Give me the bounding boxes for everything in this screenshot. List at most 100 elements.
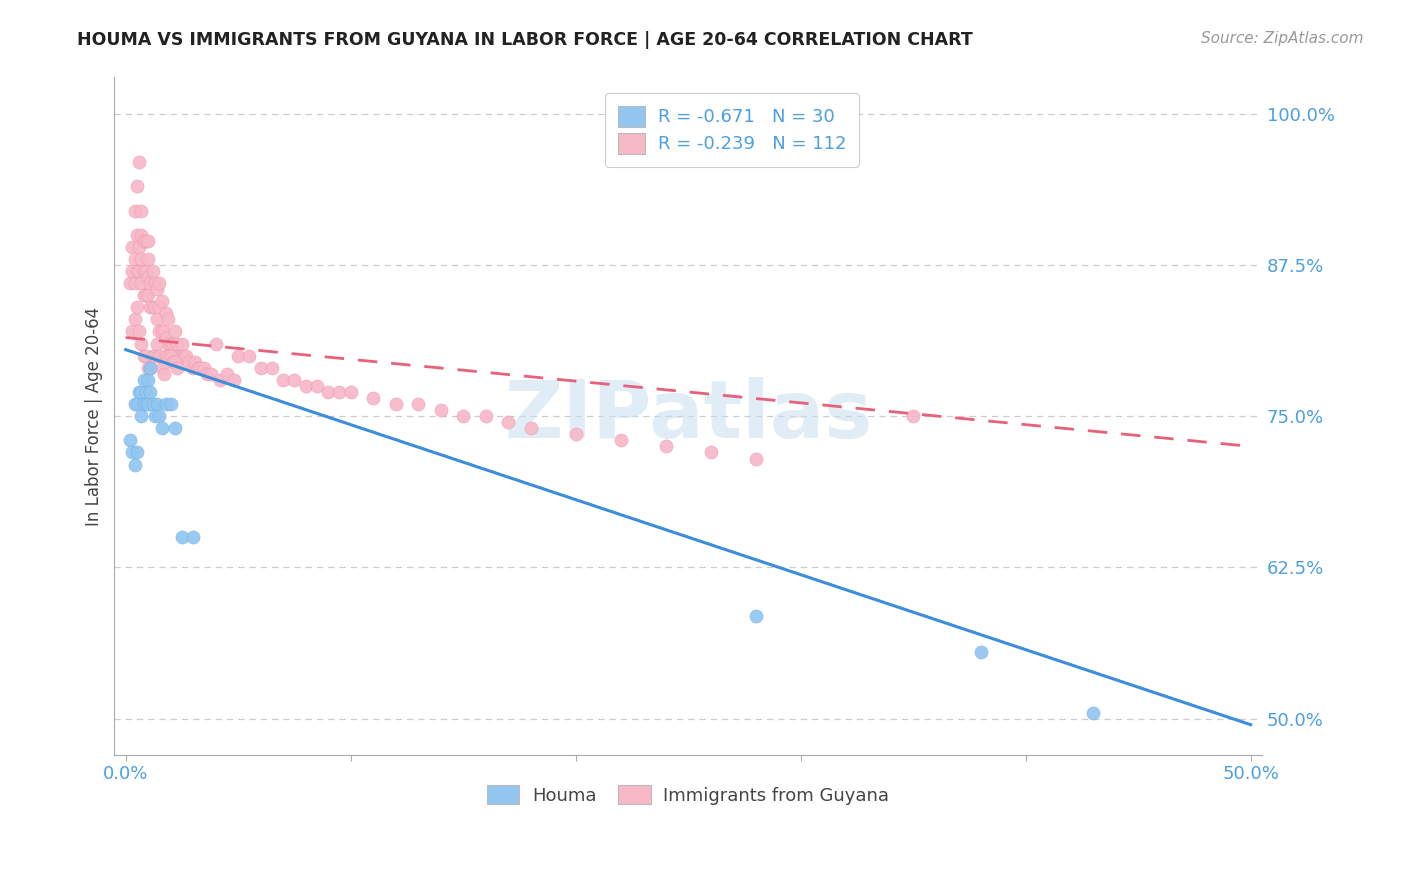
Point <box>132 373 155 387</box>
Point <box>222 373 245 387</box>
Point <box>162 355 184 369</box>
Point <box>121 240 143 254</box>
Point <box>131 336 153 351</box>
Point <box>474 409 496 424</box>
Point <box>238 349 260 363</box>
Point <box>215 367 238 381</box>
Point <box>177 355 200 369</box>
Point <box>142 397 165 411</box>
Point <box>139 360 162 375</box>
Point <box>260 360 283 375</box>
Point <box>121 325 143 339</box>
Point <box>429 403 451 417</box>
Point <box>169 349 191 363</box>
Point <box>294 379 316 393</box>
Point <box>142 264 165 278</box>
Point <box>283 373 305 387</box>
Point <box>124 397 146 411</box>
Point <box>165 325 187 339</box>
Point <box>135 397 157 411</box>
Point <box>131 227 153 242</box>
Point <box>125 300 148 314</box>
Text: ZIPatlas: ZIPatlas <box>503 377 872 455</box>
Point <box>155 349 177 363</box>
Point <box>155 397 177 411</box>
Point <box>150 294 173 309</box>
Point <box>159 397 181 411</box>
Point <box>128 155 150 169</box>
Point <box>131 409 153 424</box>
Point <box>128 264 150 278</box>
Point <box>125 264 148 278</box>
Point <box>131 276 153 290</box>
Point <box>744 608 766 623</box>
Point <box>136 397 159 411</box>
Point <box>969 645 991 659</box>
Point <box>159 336 181 351</box>
Point <box>699 445 721 459</box>
Point <box>157 349 180 363</box>
Point <box>135 288 157 302</box>
Point <box>120 434 142 448</box>
Point <box>195 367 218 381</box>
Point <box>173 349 195 363</box>
Point <box>150 421 173 435</box>
Point <box>184 355 207 369</box>
Point <box>132 234 155 248</box>
Point <box>305 379 328 393</box>
Point <box>204 336 226 351</box>
Point <box>271 373 294 387</box>
Point <box>146 336 169 351</box>
Point <box>124 252 146 266</box>
Point <box>339 384 361 399</box>
Point <box>165 355 187 369</box>
Point <box>165 349 187 363</box>
Point <box>135 234 157 248</box>
Point <box>146 312 169 326</box>
Point <box>157 312 180 326</box>
Point <box>121 264 143 278</box>
Point <box>406 397 429 411</box>
Point <box>496 415 519 429</box>
Point <box>155 306 177 320</box>
Point <box>143 349 166 363</box>
Point <box>132 349 155 363</box>
Point <box>132 397 155 411</box>
Point <box>181 360 204 375</box>
Point <box>148 300 170 314</box>
Point <box>131 252 153 266</box>
Point <box>135 349 157 363</box>
Point <box>176 349 198 363</box>
Point <box>136 373 159 387</box>
Point <box>146 397 169 411</box>
Point <box>166 360 188 375</box>
Legend: Houma, Immigrants from Guyana: Houma, Immigrants from Guyana <box>478 776 898 814</box>
Point <box>136 360 159 375</box>
Point <box>1081 706 1104 720</box>
Point <box>328 384 350 399</box>
Point <box>132 288 155 302</box>
Point <box>131 384 153 399</box>
Point <box>162 336 184 351</box>
Point <box>654 439 676 453</box>
Point <box>384 397 406 411</box>
Point <box>744 451 766 466</box>
Y-axis label: In Labor Force | Age 20-64: In Labor Force | Age 20-64 <box>86 307 103 525</box>
Point <box>170 336 193 351</box>
Point <box>142 300 165 314</box>
Point <box>139 384 162 399</box>
Point <box>136 234 159 248</box>
Point <box>146 282 169 296</box>
Point <box>136 252 159 266</box>
Point <box>148 276 170 290</box>
Point <box>209 373 232 387</box>
Point <box>125 397 148 411</box>
Point <box>200 367 222 381</box>
Point <box>188 360 211 375</box>
Point <box>125 179 148 194</box>
Point <box>143 276 166 290</box>
Point <box>564 427 586 442</box>
Point <box>170 530 193 544</box>
Point <box>132 264 155 278</box>
Point <box>159 349 181 363</box>
